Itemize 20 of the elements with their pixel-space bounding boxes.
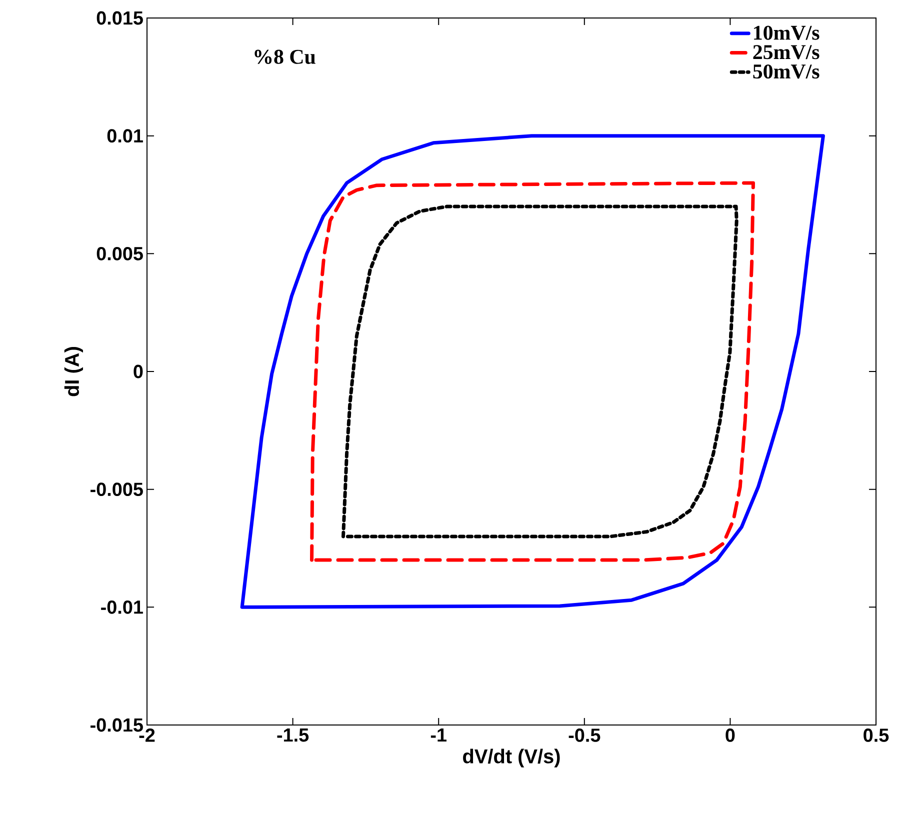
x-tick-label: -1.5 [277, 728, 309, 742]
y-tick-label: 0.005 [96, 246, 143, 260]
y-tick-label: 0.01 [107, 129, 143, 143]
y-tick-label: -0.005 [90, 482, 143, 496]
line-series [240, 134, 825, 609]
y-tick-label: 0 [134, 364, 143, 378]
x-tick-label: -0.5 [568, 728, 600, 742]
x-tick-label: 0.5 [864, 728, 889, 742]
legend-label: 50mV/s [753, 64, 820, 79]
legend-label: 25mV/s [753, 45, 820, 60]
x-tick-label: -1 [430, 728, 446, 742]
legend-label: 10mV/s [754, 26, 820, 40]
line-series [310, 181, 755, 562]
x-tick-label: 0 [726, 728, 735, 742]
x-axis-title: dV/dt (V/s) [463, 748, 560, 768]
y-tick-label: -0.01 [101, 600, 143, 614]
line-series [342, 204, 738, 538]
y-axis-title: dI (A) [64, 347, 83, 396]
y-tick-label: 0.015 [96, 11, 143, 25]
annotation: %8 Cu [254, 50, 316, 64]
